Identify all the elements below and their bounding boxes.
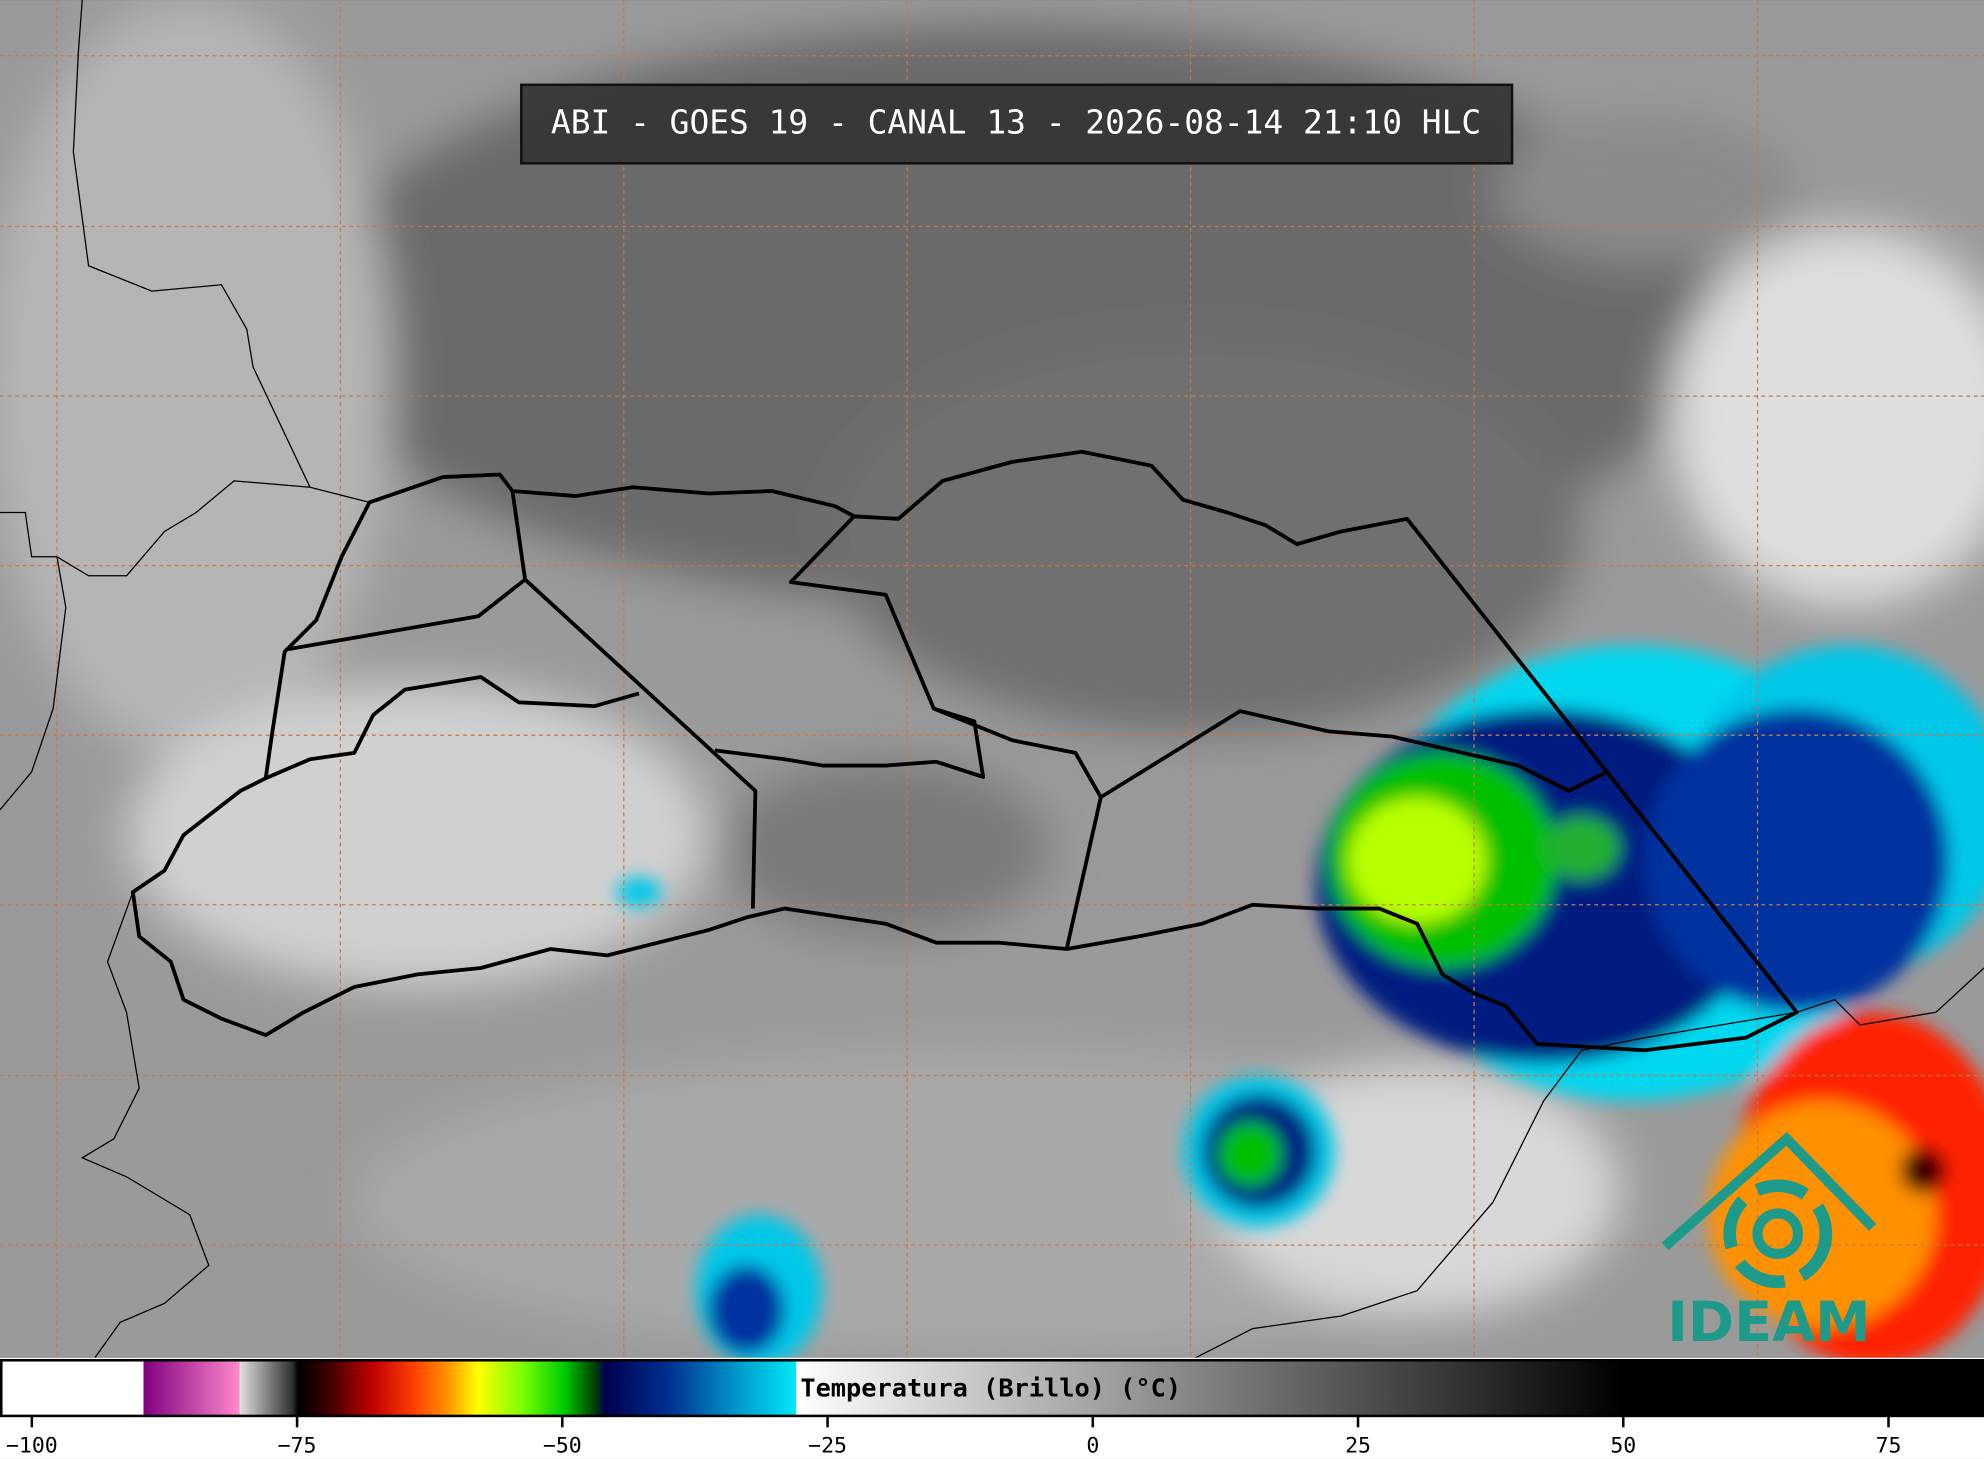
tick-label: 0	[1086, 1433, 1099, 1458]
tick-label: 75	[1876, 1433, 1902, 1458]
department-borders	[130, 449, 1799, 1053]
title: ABI - GOES 19 - CANAL 13 - 2026-08-14 21…	[551, 103, 1481, 142]
imagery	[0, 0, 1984, 1367]
logo-text: IDEAM	[1667, 1290, 1870, 1355]
tick-label: −75	[278, 1433, 317, 1458]
tick-label: −50	[543, 1433, 582, 1458]
tick-label: −100	[6, 1433, 58, 1458]
tick-label: −25	[808, 1433, 847, 1458]
tick-label: 25	[1345, 1433, 1371, 1458]
tick-label: 50	[1610, 1433, 1636, 1458]
colorbar: Temperatura (Brillo) (°C) −100 −75 −50 −25 0…	[0, 1357, 1984, 1459]
colorbar-label: Temperatura (Brillo) (°C)	[800, 1373, 1181, 1402]
logo: IDEAM	[1661, 1131, 1877, 1355]
title-box: ABI - GOES 19 - CANAL 13 - 2026-08-14 21…	[520, 83, 1514, 165]
country-borders	[0, 0, 1984, 1359]
